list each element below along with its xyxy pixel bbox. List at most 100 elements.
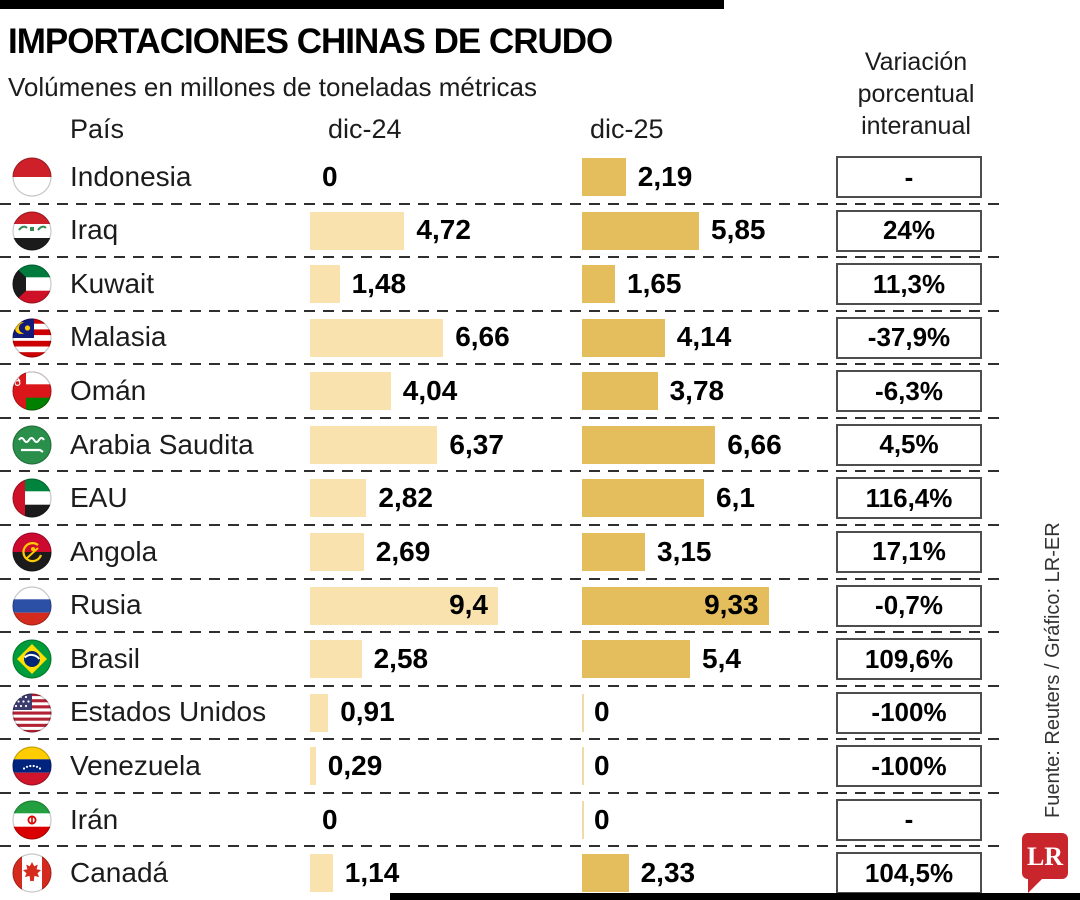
dic24-value: 0 xyxy=(322,160,338,192)
iran-flag-icon xyxy=(12,800,52,840)
column-header-dec24: dic-24 xyxy=(328,114,402,144)
data-rows: Indonesia 0 2,19 - Iraq 4,72 5,85 24% Kuwait 1,48… xyxy=(0,150,1080,900)
dic25-bar xyxy=(582,854,629,893)
source-credit: Fuente: Reuters / Gráfico: LR-ER xyxy=(1042,522,1064,818)
country-label: Brasil xyxy=(70,642,141,674)
dic25-value: 5,4 xyxy=(702,642,741,674)
dic24-bar xyxy=(310,425,438,464)
usa-flag-icon xyxy=(12,693,52,733)
dic25-bar xyxy=(582,372,658,411)
variation-box: 104,5% xyxy=(836,852,982,895)
country-label: Kuwait xyxy=(70,267,155,299)
variation-box: 109,6% xyxy=(836,638,982,681)
dic24-value: 4,72 xyxy=(416,214,471,246)
dic24-value: 2,58 xyxy=(373,642,429,674)
variation-box: 11,3% xyxy=(836,263,982,306)
row-separator xyxy=(0,845,1005,848)
dic25-bar-zero xyxy=(582,800,584,839)
indonesia-flag-icon xyxy=(12,157,52,197)
dic24-value: 2,82 xyxy=(378,482,433,514)
angola-flag-icon xyxy=(12,532,52,572)
brazil-flag-icon xyxy=(12,639,52,679)
dic25-value: 2,33 xyxy=(640,857,696,889)
dic25-value: 1,65 xyxy=(627,267,682,299)
row-separator xyxy=(0,363,1005,366)
country-label: Indonesia xyxy=(70,160,192,192)
dic24-value: 6,37 xyxy=(449,428,504,460)
dic25-value: 5,85 xyxy=(711,214,766,246)
dic25-bar xyxy=(582,265,615,304)
country-label: Rusia xyxy=(70,589,142,621)
dic25-bar xyxy=(582,158,626,196)
dic24-bar xyxy=(310,372,391,411)
dic25-value: 3,15 xyxy=(657,535,712,567)
row-separator xyxy=(0,577,1005,580)
country-label: Iraq xyxy=(70,214,119,246)
dic24-bar xyxy=(310,211,405,250)
row-canada: Canadá 1,14 2,33 104,5% xyxy=(0,845,1080,900)
dic24-bar xyxy=(310,318,444,357)
dic25-value: 6,66 xyxy=(727,428,782,460)
variation-box: - xyxy=(836,798,982,841)
column-header-dec25: dic-25 xyxy=(590,114,664,144)
row-separator xyxy=(0,470,1005,473)
country-label: Arabia Saudita xyxy=(70,428,254,460)
dic25-bar xyxy=(582,318,665,357)
top-black-bar xyxy=(0,0,724,9)
dic25-value: 0 xyxy=(594,696,610,728)
dic25-value: 3,78 xyxy=(669,375,725,407)
dic24-value: 9,4 xyxy=(449,589,488,621)
dic24-value: 0,29 xyxy=(327,750,383,782)
variation-box: -6,3% xyxy=(836,370,982,413)
variation-box: - xyxy=(836,156,982,198)
chart-subtitle: Volúmenes en millones de toneladas métri… xyxy=(8,72,537,102)
malaysia-flag-icon xyxy=(12,318,52,358)
dic24-bar xyxy=(310,693,329,732)
row-separator xyxy=(0,416,1005,419)
row-separator xyxy=(0,309,1005,312)
dic25-value: 0 xyxy=(594,750,610,782)
dic25-bar-zero xyxy=(582,693,584,732)
dic24-value: 2,69 xyxy=(375,535,431,567)
country-label: Omán xyxy=(70,375,147,407)
dic25-bar xyxy=(582,586,769,625)
saudi-flag-icon xyxy=(12,425,52,465)
variation-box: -100% xyxy=(836,745,982,788)
country-label: Irán xyxy=(70,803,119,835)
bottom-black-bar xyxy=(390,893,1080,900)
variation-box: 24% xyxy=(836,209,982,252)
country-label: Venezuela xyxy=(70,750,201,782)
dic24-value: 0,91 xyxy=(340,696,395,728)
variation-box: 17,1% xyxy=(836,530,982,573)
row-kuwait: Kuwait 1,48 1,65 11,3% xyxy=(0,256,1080,311)
row-estados-unidos: Estados Unidos 0,91 0 -100% xyxy=(0,684,1080,740)
variation-box: -37,9% xyxy=(836,316,982,359)
dic24-bar xyxy=(310,479,367,518)
dic25-bar xyxy=(582,211,699,250)
column-header-variation: Variación porcentual interanual xyxy=(857,48,975,140)
dic24-bar xyxy=(310,265,340,304)
country-label: EAU xyxy=(70,482,128,514)
dic24-value: 0 xyxy=(322,803,338,835)
dic24-value: 1,48 xyxy=(351,267,407,299)
dic24-bar xyxy=(310,854,333,893)
country-label: Estados Unidos xyxy=(70,696,267,728)
dic24-value: 6,66 xyxy=(455,321,510,353)
row-separator xyxy=(0,523,1005,526)
column-header-country: País xyxy=(70,114,125,144)
oman-flag-icon xyxy=(12,371,52,411)
row-separator xyxy=(0,631,1005,634)
country-label: Canadá xyxy=(70,857,169,889)
dic24-value: 4,04 xyxy=(402,375,458,407)
variation-box: -100% xyxy=(836,691,982,734)
dic25-value: 6,1 xyxy=(716,482,755,514)
row-rusia: Rusia 9,4 9,33 -0,7% xyxy=(0,577,1080,633)
row-malasia: Malasia 6,66 4,14 -37,9% xyxy=(0,309,1080,365)
dic24-bar xyxy=(310,532,364,571)
iraq-flag-icon xyxy=(12,210,52,251)
lr-logo: LR xyxy=(1022,833,1068,893)
dic25-bar xyxy=(582,425,716,464)
country-label: Angola xyxy=(70,535,158,567)
dic25-bar xyxy=(582,640,690,679)
